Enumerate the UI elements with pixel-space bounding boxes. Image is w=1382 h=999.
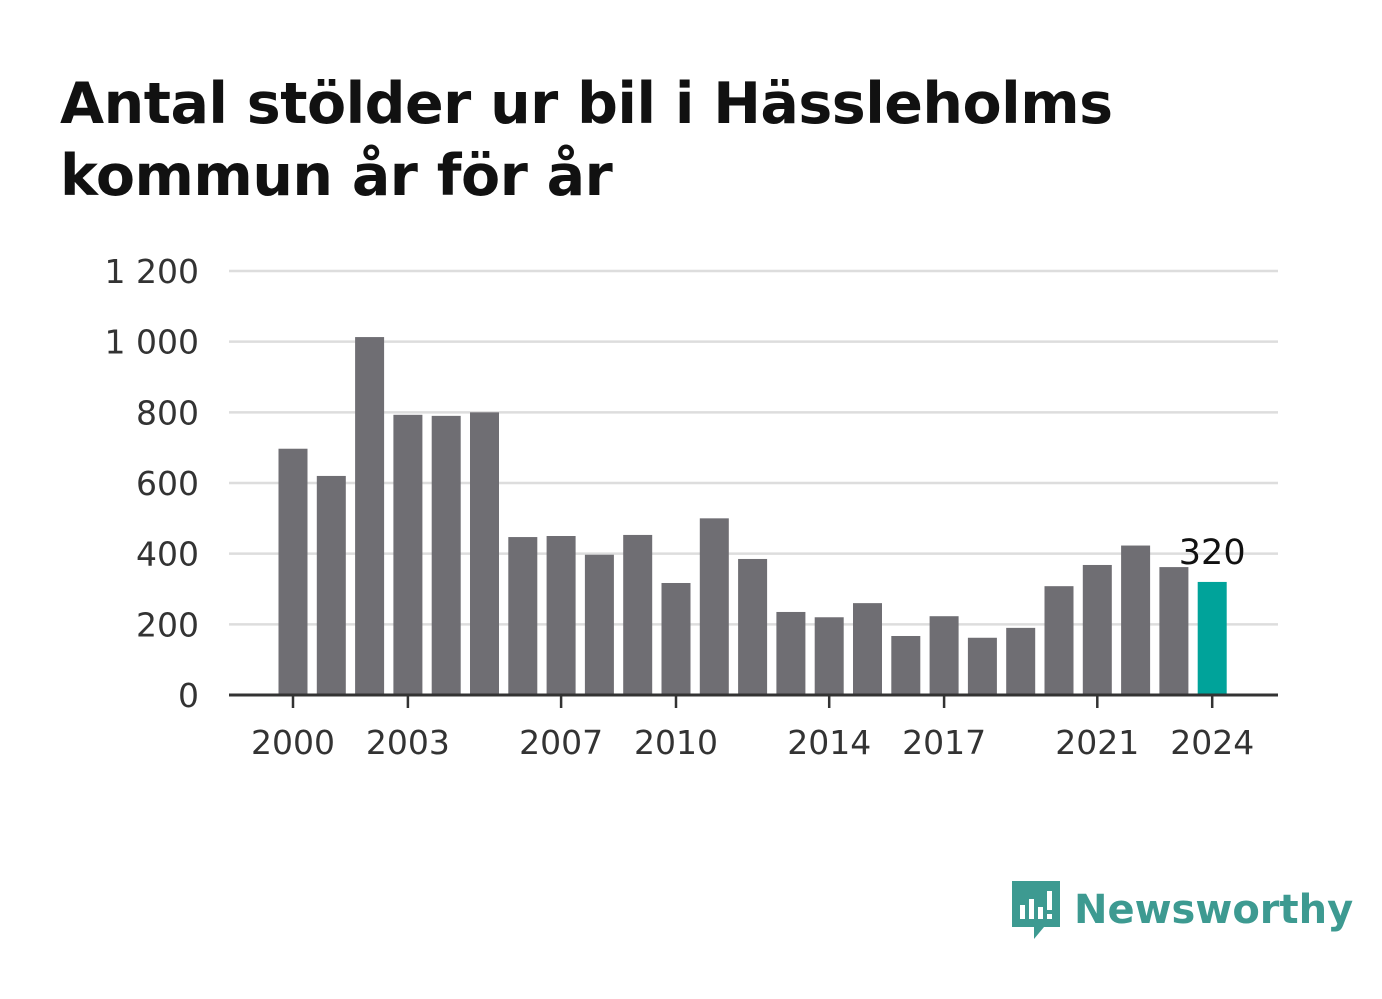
bar-2003: [393, 414, 423, 695]
brand-name: Newsworthy: [1074, 887, 1354, 933]
y-tick-label: 400: [136, 535, 199, 574]
bar-2000: [278, 448, 308, 695]
bar-2013: [776, 611, 806, 695]
bar-2022: [1121, 545, 1151, 695]
bar-2002: [355, 337, 385, 695]
x-tick-label: 2014: [787, 723, 871, 762]
y-tick-label: 800: [136, 393, 199, 432]
bar-2010: [661, 582, 691, 695]
bar-2012: [738, 558, 768, 695]
bar-2014: [814, 617, 844, 695]
newsworthy-logo: Newsworthy: [1010, 878, 1353, 942]
bar-2011: [699, 518, 729, 695]
bar-2016: [891, 635, 921, 695]
x-tick-label: 2017: [902, 723, 986, 762]
bar-2007: [546, 536, 576, 695]
newsworthy-logo-icon: [1012, 881, 1060, 939]
x-tick-label: 2010: [634, 723, 718, 762]
bar-2001: [316, 475, 346, 695]
bar-2018: [967, 637, 997, 695]
bar-2006: [508, 537, 538, 695]
bar-2005: [470, 412, 499, 695]
y-tick-label: 1 000: [105, 323, 199, 362]
y-tick-label: 0: [178, 676, 199, 715]
x-tick-label: 2003: [366, 723, 450, 762]
x-tick-label: 2007: [519, 723, 603, 762]
bar-2004: [431, 415, 461, 695]
data-label-2024: 320: [1179, 533, 1246, 573]
x-tick-label: 2024: [1170, 723, 1254, 762]
bar-2015: [853, 603, 882, 695]
bar-2019: [1006, 627, 1036, 695]
bar-2009: [623, 534, 653, 695]
x-tick-label: 2021: [1055, 723, 1139, 762]
x-axis-ticks: 2000 2003 2007 2010 2014 2017 2021 2024: [251, 695, 1254, 762]
bar-2008: [584, 554, 614, 695]
y-tick-label: 200: [136, 605, 199, 644]
y-axis-ticks: 0 200 400 600 800 1 000 1 200: [105, 252, 199, 715]
y-tick-label: 600: [136, 464, 199, 503]
bar-2023: [1159, 567, 1189, 695]
data-labels: 320: [1179, 533, 1246, 573]
bar-2020: [1044, 586, 1074, 695]
y-tick-label: 1 200: [105, 252, 199, 291]
bar-2024: [1197, 581, 1227, 695]
x-tick-label: 2000: [251, 723, 335, 762]
chart-title: Antal stölder ur bil i Hässleholms kommu…: [60, 71, 1113, 209]
bar-2017: [929, 616, 959, 695]
bar-2021: [1082, 564, 1112, 695]
bars: [278, 337, 1227, 695]
